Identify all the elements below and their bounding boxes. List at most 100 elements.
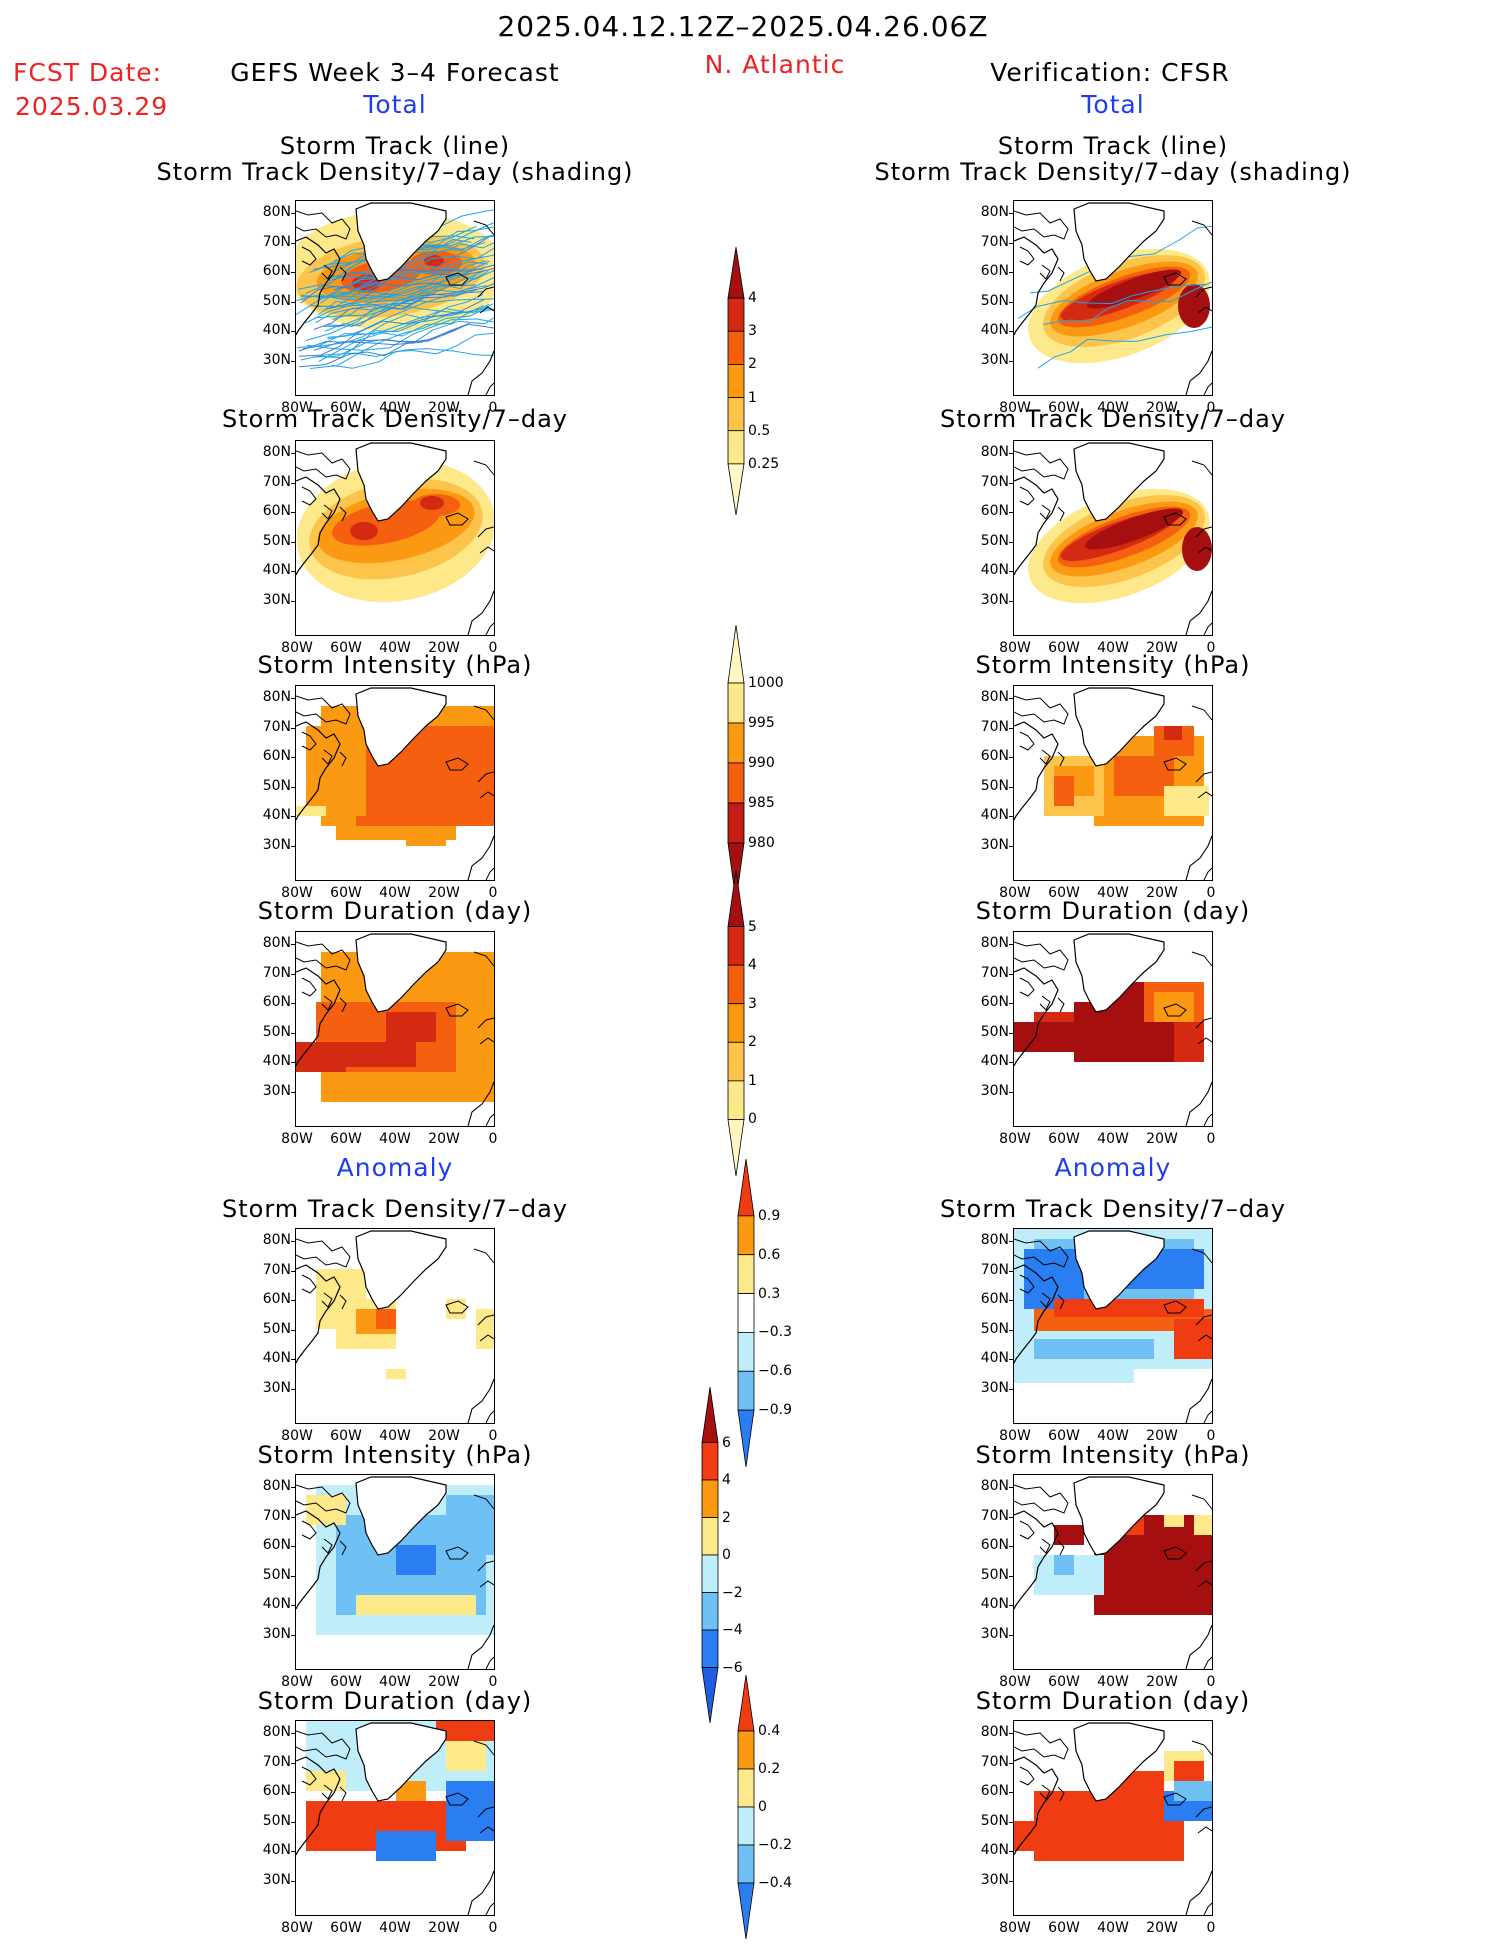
- lat-tick: [1009, 1062, 1013, 1063]
- lat-tick: [291, 727, 295, 729]
- lon-tick-label: 80W: [999, 1131, 1031, 1147]
- colorbar-label: −0.2: [758, 1837, 792, 1853]
- colorbar-segment: [727, 722, 745, 764]
- lat-tick: [1009, 1091, 1013, 1093]
- lat-tick: [291, 1062, 295, 1063]
- lon-tick-label: 80W: [999, 640, 1031, 656]
- lat-tick: [291, 1634, 295, 1636]
- lon-tick-label: 80W: [281, 1920, 313, 1936]
- lat-tick-label: 70N: [980, 473, 1009, 490]
- colorbar-segment: [737, 1768, 755, 1808]
- colorbar-segment: [701, 1667, 719, 1724]
- lat-tick-label: 80N: [262, 1724, 291, 1740]
- lat-tick-label: 60N: [262, 1537, 291, 1553]
- lon-tick-label: 40W: [379, 1428, 411, 1444]
- lat-tick-label: 80N: [980, 444, 1009, 460]
- lat-tick-label: 40N: [980, 562, 1009, 578]
- lon-tick-label: 20W: [428, 1674, 460, 1690]
- colorbar-label: 0: [758, 1799, 767, 1815]
- lon-tick-label: 60W: [330, 1131, 362, 1147]
- lon-tick-label: 60W: [330, 400, 362, 416]
- lat-tick-label: 50N: [980, 1023, 1009, 1040]
- lat-tick: [1009, 1516, 1013, 1518]
- lon-tick-label: 20W: [1146, 1920, 1178, 1936]
- fcst-date-label: FCST Date:: [13, 58, 163, 87]
- lat-tick: [1009, 600, 1013, 602]
- lat-tick: [1009, 1762, 1013, 1764]
- lon-tick-label: 60W: [330, 1674, 362, 1690]
- lat-tick-label: 70N: [980, 718, 1009, 735]
- lat-tick: [291, 1516, 295, 1518]
- lat-tick-label: 60N: [980, 994, 1009, 1010]
- lon-tick-label: 40W: [1097, 1428, 1129, 1444]
- lat-tick-label: 80N: [980, 689, 1009, 705]
- lon-tick-label: 0: [488, 1131, 498, 1147]
- section-total-left: Total: [363, 90, 427, 119]
- lon-tick-label: 40W: [379, 400, 411, 416]
- lat-tick-label: 80N: [262, 935, 291, 951]
- lat-tick-label: 30N: [262, 1379, 291, 1396]
- colorbar-label: 1: [748, 1072, 757, 1089]
- colorbar-segment: [727, 246, 745, 299]
- lon-tick-label: 80W: [281, 640, 313, 656]
- lat-tick-label: 50N: [262, 1320, 291, 1337]
- colorbar-label: 4: [748, 957, 757, 974]
- lat-tick: [1009, 242, 1013, 244]
- map-intensity-right: [1013, 685, 1213, 881]
- lat-tick-label: 70N: [262, 473, 291, 490]
- lat-tick: [291, 786, 295, 788]
- colorbar-segment: [727, 364, 745, 398]
- lat-tick: [291, 272, 295, 273]
- lat-tick-label: 40N: [262, 1053, 291, 1069]
- forecast-title: GEFS Week 3–4 Forecast: [230, 58, 560, 87]
- lon-tick-label: 60W: [1048, 640, 1080, 656]
- lat-tick-label: 50N: [262, 292, 291, 309]
- colorbar-segment: [727, 463, 745, 516]
- title-duration-left: Storm Duration (day): [257, 897, 533, 925]
- lat-tick-label: 40N: [980, 1596, 1009, 1612]
- lat-tick-label: 80N: [980, 935, 1009, 951]
- lon-tick-label: 60W: [330, 1920, 362, 1936]
- lat-tick: [1009, 727, 1013, 729]
- map-density-anom-left: [295, 1228, 495, 1424]
- colorbar-label: 0.6: [758, 1246, 781, 1263]
- lat-tick-label: 60N: [262, 748, 291, 764]
- lon-tick-label: 60W: [1048, 1920, 1080, 1936]
- colorbar-label: 995: [748, 715, 775, 731]
- lon-tick-label: 0: [488, 1920, 498, 1936]
- lon-tick-label: 20W: [1146, 1428, 1178, 1444]
- lat-tick-label: 80N: [980, 1478, 1009, 1494]
- lon-tick-label: 0: [488, 640, 498, 656]
- lon-tick-label: 20W: [428, 1131, 460, 1147]
- lat-tick: [1009, 1634, 1013, 1636]
- lat-tick: [291, 1575, 295, 1577]
- region-title: N. Atlantic: [704, 50, 846, 79]
- colorbar-label: −4: [722, 1622, 743, 1638]
- lat-tick: [291, 541, 295, 543]
- lat-tick-label: 40N: [980, 1053, 1009, 1069]
- lat-tick: [1009, 541, 1013, 543]
- lat-tick: [291, 1851, 295, 1852]
- lat-tick: [1009, 1487, 1013, 1488]
- lat-tick: [1009, 453, 1013, 454]
- colorbar-segment: [701, 1629, 719, 1668]
- lon-tick-label: 20W: [428, 400, 460, 416]
- colorbar-segment: [737, 1215, 755, 1256]
- lat-tick-label: 30N: [980, 591, 1009, 608]
- lat-tick-label: 30N: [262, 836, 291, 853]
- lat-tick: [291, 944, 295, 945]
- lon-tick-label: 40W: [379, 640, 411, 656]
- map-intensity-anom-right: [1013, 1474, 1213, 1670]
- colorbar-segment: [727, 297, 745, 332]
- title-density-right: Storm Track Density/7–day: [940, 405, 1286, 433]
- lon-tick-label: 60W: [1048, 885, 1080, 901]
- colorbar-label: 6: [722, 1434, 731, 1451]
- lat-tick-label: 60N: [262, 1783, 291, 1799]
- lat-tick-label: 50N: [262, 1023, 291, 1040]
- colorbar-label: 0.25: [748, 455, 780, 472]
- lon-tick-label: 0: [488, 1674, 498, 1690]
- map-density-anom-right: [1013, 1228, 1213, 1424]
- lon-tick-label: 60W: [330, 1428, 362, 1444]
- title-intensity-right: Storm Intensity (hPa): [975, 651, 1251, 679]
- colorbar-segment: [737, 1293, 755, 1333]
